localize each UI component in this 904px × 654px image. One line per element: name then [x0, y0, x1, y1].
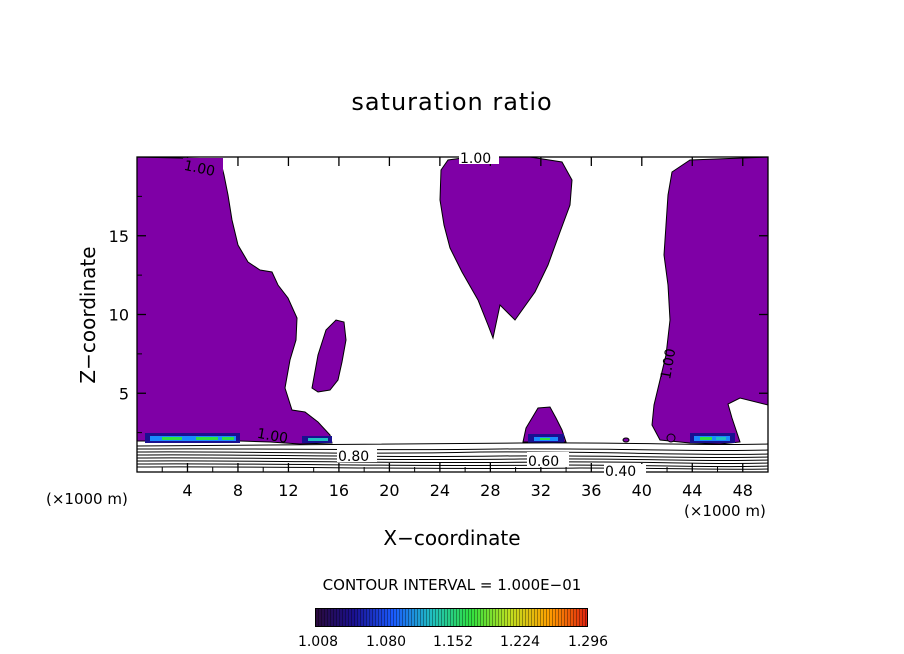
y-tick-label: 10 — [109, 306, 129, 325]
x-tick-label: 32 — [531, 481, 551, 500]
x-tick-label: 48 — [733, 481, 753, 500]
x-tick-label: 24 — [430, 481, 450, 500]
plot-area-fill — [137, 157, 768, 470]
colorbar — [315, 608, 588, 627]
small-cell-region — [622, 437, 630, 443]
contour-label: 1.00 — [460, 151, 491, 167]
y-axis-label: Z−coordinate — [76, 246, 100, 384]
left-tower-region — [137, 157, 333, 445]
colorbar-tick-label: 1.296 — [567, 634, 609, 650]
x-tick-label: 16 — [329, 481, 349, 500]
x-unit-label: (×1000 m) — [46, 490, 128, 508]
isolated-cell-region — [311, 319, 347, 393]
colorbar-tick-label: 1.008 — [297, 634, 339, 650]
small-cell-region — [666, 433, 676, 443]
x-axis-label: X−coordinate — [383, 526, 521, 550]
x-tick-label: 12 — [278, 481, 298, 500]
colorbar-tick-label: 1.224 — [499, 634, 541, 650]
y-tick-label: 15 — [109, 227, 129, 246]
x-tick-label: 20 — [379, 481, 399, 500]
contour-label: 0.80 — [338, 449, 369, 465]
contour-label: 1.00 — [182, 158, 216, 180]
colorbar-tick-label: 1.080 — [365, 634, 407, 650]
y-ticks: 5 10 15 — [109, 195, 768, 434]
right-tower-region — [651, 157, 768, 445]
contour-label: 1.00 — [658, 347, 679, 380]
boundary-layer-contours — [137, 442, 768, 470]
x-ticks: 4 8 12 16 20 24 28 32 36 40 44 48 — [161, 157, 753, 500]
contour-label: 1.00 — [256, 426, 289, 447]
center-tower-region — [439, 157, 573, 340]
x-tick-label: 36 — [581, 481, 601, 500]
high-saturation-streaks — [145, 433, 735, 443]
x-tick-label: 4 — [182, 481, 192, 500]
chart-title: saturation ratio — [351, 88, 553, 116]
x-tick-label: 8 — [233, 481, 243, 500]
x-tick-label: 44 — [682, 481, 702, 500]
contour-interval-text: CONTOUR INTERVAL = 1.000E−01 — [322, 576, 582, 594]
low-cell-region — [522, 406, 567, 443]
x-tick-label: 28 — [480, 481, 500, 500]
colorbar-tick-label: 1.152 — [432, 634, 474, 650]
contour-label: 0.40 — [605, 464, 636, 480]
z-unit-label: (×1000 m) — [684, 502, 766, 520]
y-tick-label: 5 — [119, 384, 129, 403]
contour-labels: 1.00 1.00 1.00 1.00 0.80 0.60 0.40 — [182, 148, 679, 480]
x-tick-label: 40 — [632, 481, 652, 500]
contour-label: 0.60 — [528, 454, 559, 470]
